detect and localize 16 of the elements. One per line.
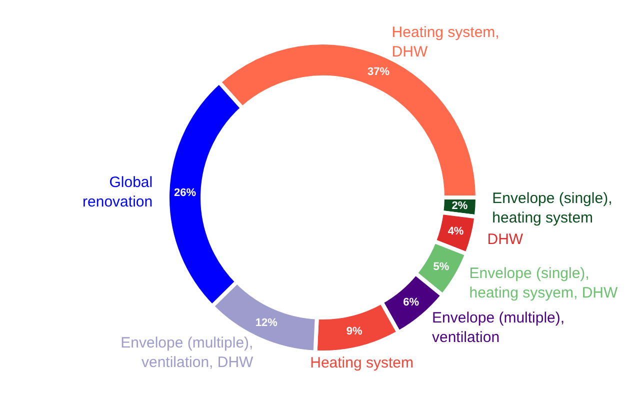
slice-label: Envelope (multiple), ventilation, DHW	[120, 334, 254, 372]
data-label: 26%	[174, 187, 196, 200]
data-label: 12%	[255, 317, 278, 330]
data-label: 5%	[433, 260, 450, 273]
data-label: 2%	[452, 200, 468, 212]
slice-label: Envelope (multiple), ventilation	[432, 309, 565, 346]
slice-label: Heating system	[310, 354, 414, 372]
data-label: 6%	[403, 296, 420, 309]
data-label: 4%	[448, 225, 464, 238]
slice-label: DHW	[487, 230, 524, 248]
slice-label: Envelope (single), heating sysyem, DHW	[469, 264, 618, 302]
slice-label: Envelope (single), heating system	[492, 190, 612, 226]
slice-label: Global renovation	[82, 174, 153, 210]
slice-label: Heating system, DHW	[392, 24, 500, 61]
data-label: 37%	[368, 66, 390, 78]
data-label: 9%	[346, 325, 362, 338]
